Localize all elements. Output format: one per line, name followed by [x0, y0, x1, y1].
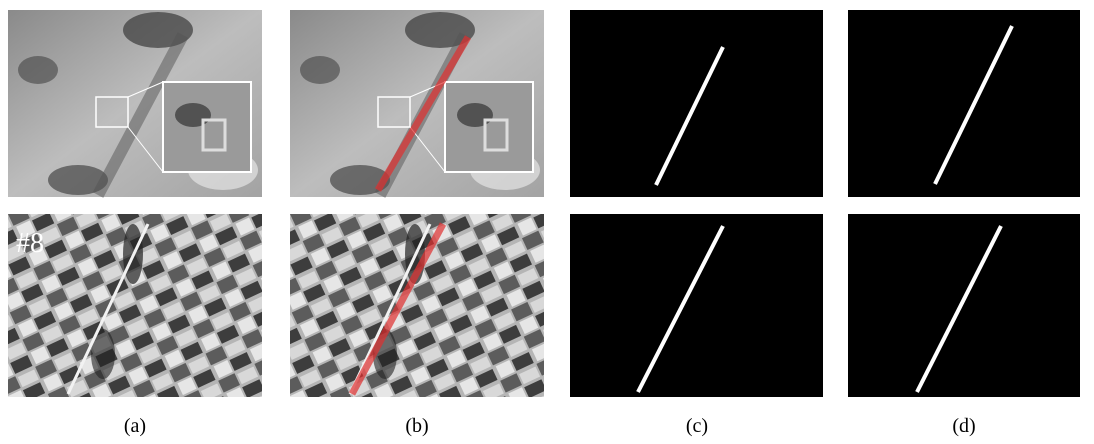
image-a-top: [8, 10, 262, 197]
figure: #8 (a) (b) (c) (d): [0, 0, 1094, 444]
mask-d-top: [848, 10, 1080, 197]
mask-c-bottom: [570, 214, 823, 397]
mask-c-top: [570, 10, 823, 197]
caption: (d): [952, 415, 975, 437]
image-b-top: [290, 10, 544, 197]
image-a-bottom: [8, 214, 262, 397]
image-b-bottom: [290, 214, 544, 397]
mask-d-bottom: [848, 214, 1080, 397]
caption: (c): [686, 415, 708, 437]
overlay-label: #8: [16, 228, 44, 259]
caption: (a): [124, 415, 146, 437]
caption: (b): [405, 415, 428, 437]
